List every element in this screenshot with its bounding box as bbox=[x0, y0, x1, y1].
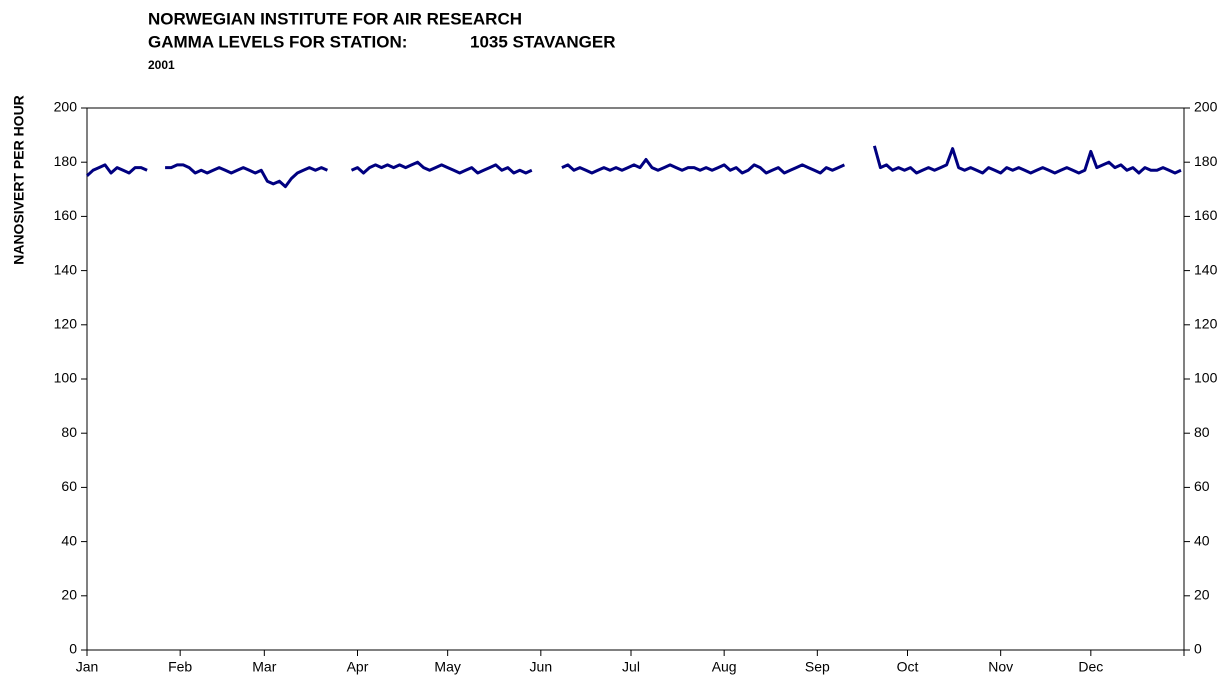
y-tick-label: 0 bbox=[69, 641, 77, 657]
y-tick-label: 20 bbox=[61, 587, 77, 603]
y-tick-label: 160 bbox=[54, 207, 78, 223]
data-line bbox=[561, 158, 846, 175]
y2-tick-label: 0 bbox=[1194, 641, 1202, 657]
x-tick-label: Oct bbox=[897, 659, 919, 675]
y2-tick-label: 160 bbox=[1194, 207, 1218, 223]
x-tick-label: May bbox=[434, 659, 460, 675]
y-tick-label: 140 bbox=[54, 261, 78, 277]
chart-subtitle: 2001 bbox=[148, 58, 175, 72]
y-tick-label: 100 bbox=[54, 370, 78, 386]
x-tick-label: Nov bbox=[988, 659, 1013, 675]
x-tick-label: Sep bbox=[805, 659, 830, 675]
y2-tick-label: 100 bbox=[1194, 370, 1218, 386]
y2-tick-label: 60 bbox=[1194, 478, 1210, 494]
y2-tick-label: 200 bbox=[1194, 99, 1218, 115]
y-tick-label: 200 bbox=[54, 99, 78, 115]
x-tick-label: Aug bbox=[712, 659, 737, 675]
y-tick-label: 60 bbox=[61, 478, 77, 494]
y-axis-label: NANOSIVERT PER HOUR bbox=[11, 95, 27, 265]
data-line bbox=[872, 145, 1182, 175]
x-tick-label: Apr bbox=[347, 659, 369, 675]
x-tick-label: Mar bbox=[252, 659, 276, 675]
y2-tick-label: 40 bbox=[1194, 532, 1210, 548]
y2-tick-label: 20 bbox=[1194, 587, 1210, 603]
chart-title: NORWEGIAN INSTITUTE FOR AIR RESEARCH bbox=[148, 9, 522, 28]
plot-frame bbox=[86, 107, 1185, 651]
y2-tick-label: 140 bbox=[1194, 261, 1218, 277]
x-tick-label: Jul bbox=[622, 659, 640, 675]
y2-tick-label: 180 bbox=[1194, 153, 1218, 169]
data-line bbox=[85, 163, 148, 177]
y2-tick-label: 80 bbox=[1194, 424, 1210, 440]
y-tick-label: 120 bbox=[54, 316, 78, 332]
y-tick-label: 80 bbox=[61, 424, 77, 440]
y-tick-label: 180 bbox=[54, 153, 78, 169]
x-tick-label: Jun bbox=[530, 659, 553, 675]
x-tick-label: Jan bbox=[76, 659, 99, 675]
station-label: GAMMA LEVELS FOR STATION: bbox=[148, 32, 407, 51]
data-line bbox=[350, 160, 533, 175]
x-tick-label: Dec bbox=[1078, 659, 1103, 675]
station: 1035 STAVANGER bbox=[470, 32, 616, 51]
y-tick-label: 40 bbox=[61, 532, 77, 548]
data-line bbox=[165, 163, 329, 189]
y2-tick-label: 120 bbox=[1194, 316, 1218, 332]
x-tick-label: Feb bbox=[168, 659, 192, 675]
